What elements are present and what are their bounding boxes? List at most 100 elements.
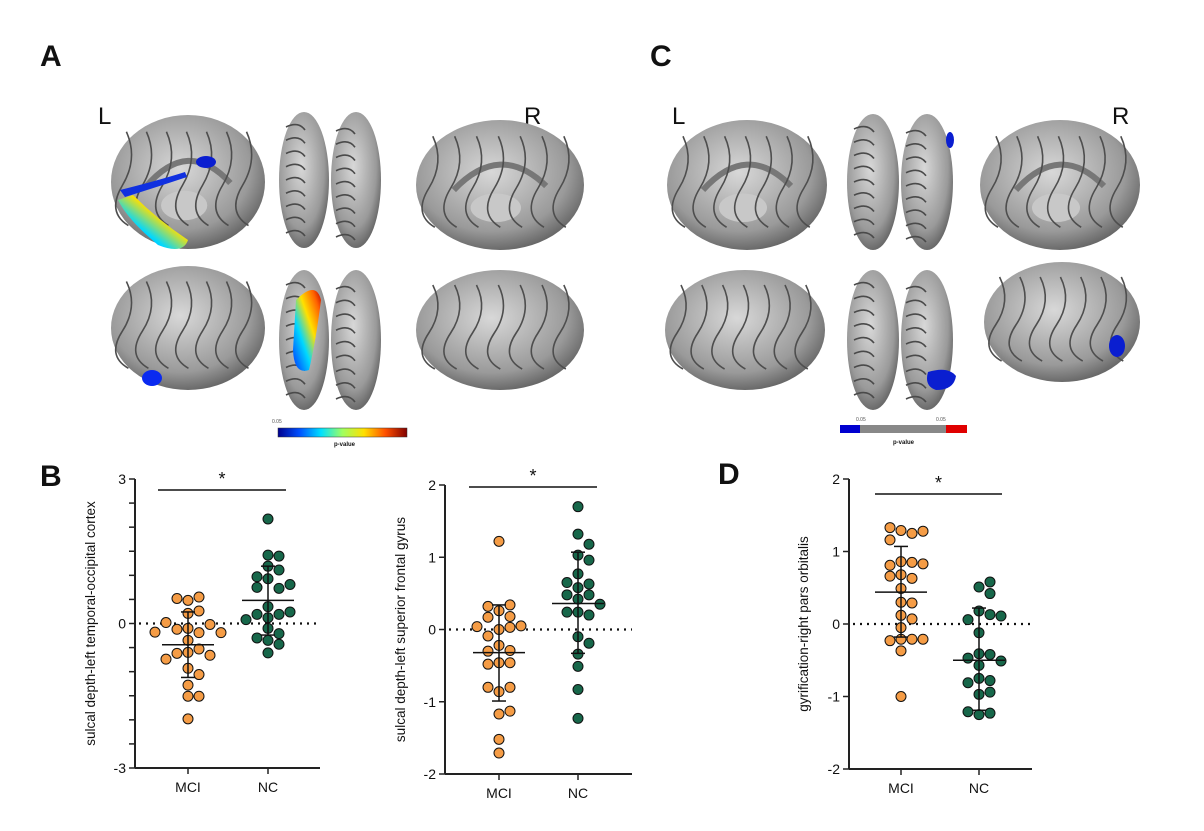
data-point [493,535,505,547]
y-axis-label: gyrification-right pars orbitalis [796,536,811,712]
colorbar-a-tick: 0.05 [272,419,282,425]
brain-a-left-lateral [111,266,265,390]
data-point [917,558,929,570]
data-point [906,527,918,539]
significant-cluster-heatmap [118,195,188,249]
hemisphere [980,120,1140,250]
data-point [193,627,205,639]
brain-c-ventral [847,270,956,410]
sulcus [853,152,927,164]
data-point [160,653,172,665]
data-point [262,634,274,646]
sulcus [195,281,213,369]
sulcus [853,378,927,389]
data-point [906,633,918,645]
panel-letter-b: B [40,460,62,493]
x-tick-label: NC [568,785,588,801]
brain-a-dorsal [279,112,381,248]
brain-a-right-lateral [416,270,584,390]
corpus-callosum [451,161,549,193]
hemisphere [416,120,584,250]
brain-c-dorsal [847,114,954,250]
hemisphere [984,262,1140,382]
y-tick-label: 1 [832,544,840,560]
data-point [284,606,296,618]
panel-letter-c: C [650,40,672,73]
hemisphere [665,270,825,390]
sulcus [285,176,356,188]
y-tick-label: 0 [832,616,840,632]
corpus-callosum [143,157,233,189]
data-point [482,658,494,670]
sulcus [853,205,927,217]
data-point [482,681,494,693]
sulcus [285,216,356,228]
data-point [149,626,161,638]
data-point [204,649,216,661]
sulcus [508,284,527,370]
sulcus [853,231,927,243]
data-point [895,645,907,657]
brain-c-right-medial [980,120,1140,250]
data-point [973,581,985,593]
sulcus [285,229,356,241]
y-tick-label: -2 [424,766,437,782]
data-point [262,513,274,525]
y-axis-label: sulcal depth-left superior frontal gyrus [393,517,408,742]
left-hemisphere-label-c: L [672,103,685,130]
data-point [583,609,595,621]
series-mci [149,591,227,725]
series-nc [552,501,606,724]
brain-a-right-medial [416,120,584,250]
data-point [572,683,584,695]
data-point [572,501,584,513]
x-tick-label: NC [258,779,278,795]
data-point [906,597,918,609]
data-point [471,621,483,633]
colorbar-c-title: p-value [893,440,915,446]
sulcus [853,125,927,137]
significant-cluster-blue [1109,335,1125,357]
brain-c-left-lateral [665,270,825,390]
panel-letter-a: A [40,40,62,73]
hemisphere-left [847,114,899,250]
sulcus [175,131,193,227]
series-nc [240,513,296,659]
right-hemisphere-label-c: R [1112,103,1129,130]
sulcus [215,281,233,369]
sulcus [794,284,812,370]
colorbar-c-gray [860,425,946,433]
sulcus [1008,276,1026,362]
data-point [984,686,996,698]
data-point [917,633,929,645]
chart-b-left: -3 0 3 sulcal depth-left temporal-occipital… [83,469,320,795]
hemisphere-left [847,270,899,410]
left-hemisphere-label-a: L [98,103,111,130]
sulcus [486,135,505,228]
data-point [973,709,985,721]
data-point [884,534,896,546]
significance-marker: * [218,469,225,489]
data-point [193,690,205,702]
data-point [251,608,263,620]
data-point [273,628,285,640]
sulcus [1005,135,1023,228]
sulcus [552,284,570,370]
sulcus [853,323,927,334]
colorbar-c-red [946,425,967,433]
sulcus [711,284,729,370]
midbrain [470,193,521,223]
data-point [583,637,595,649]
hemisphere-right [901,114,953,250]
data-point [160,617,172,629]
sulcus [773,284,791,370]
sulcus [1088,135,1106,228]
significant-cluster-blue [120,172,187,197]
hemisphere-left [279,112,329,248]
chart-b-right: -2 -1 0 1 2 sulcal depth-left superior fronta… [393,466,632,801]
data-point [561,577,573,589]
data-point [995,610,1007,622]
sulcus [1048,276,1067,362]
y-tick-label: 2 [832,471,840,487]
chart-d: -2 -1 0 1 2 gyrification-right pars orbitalis… [796,471,1032,796]
